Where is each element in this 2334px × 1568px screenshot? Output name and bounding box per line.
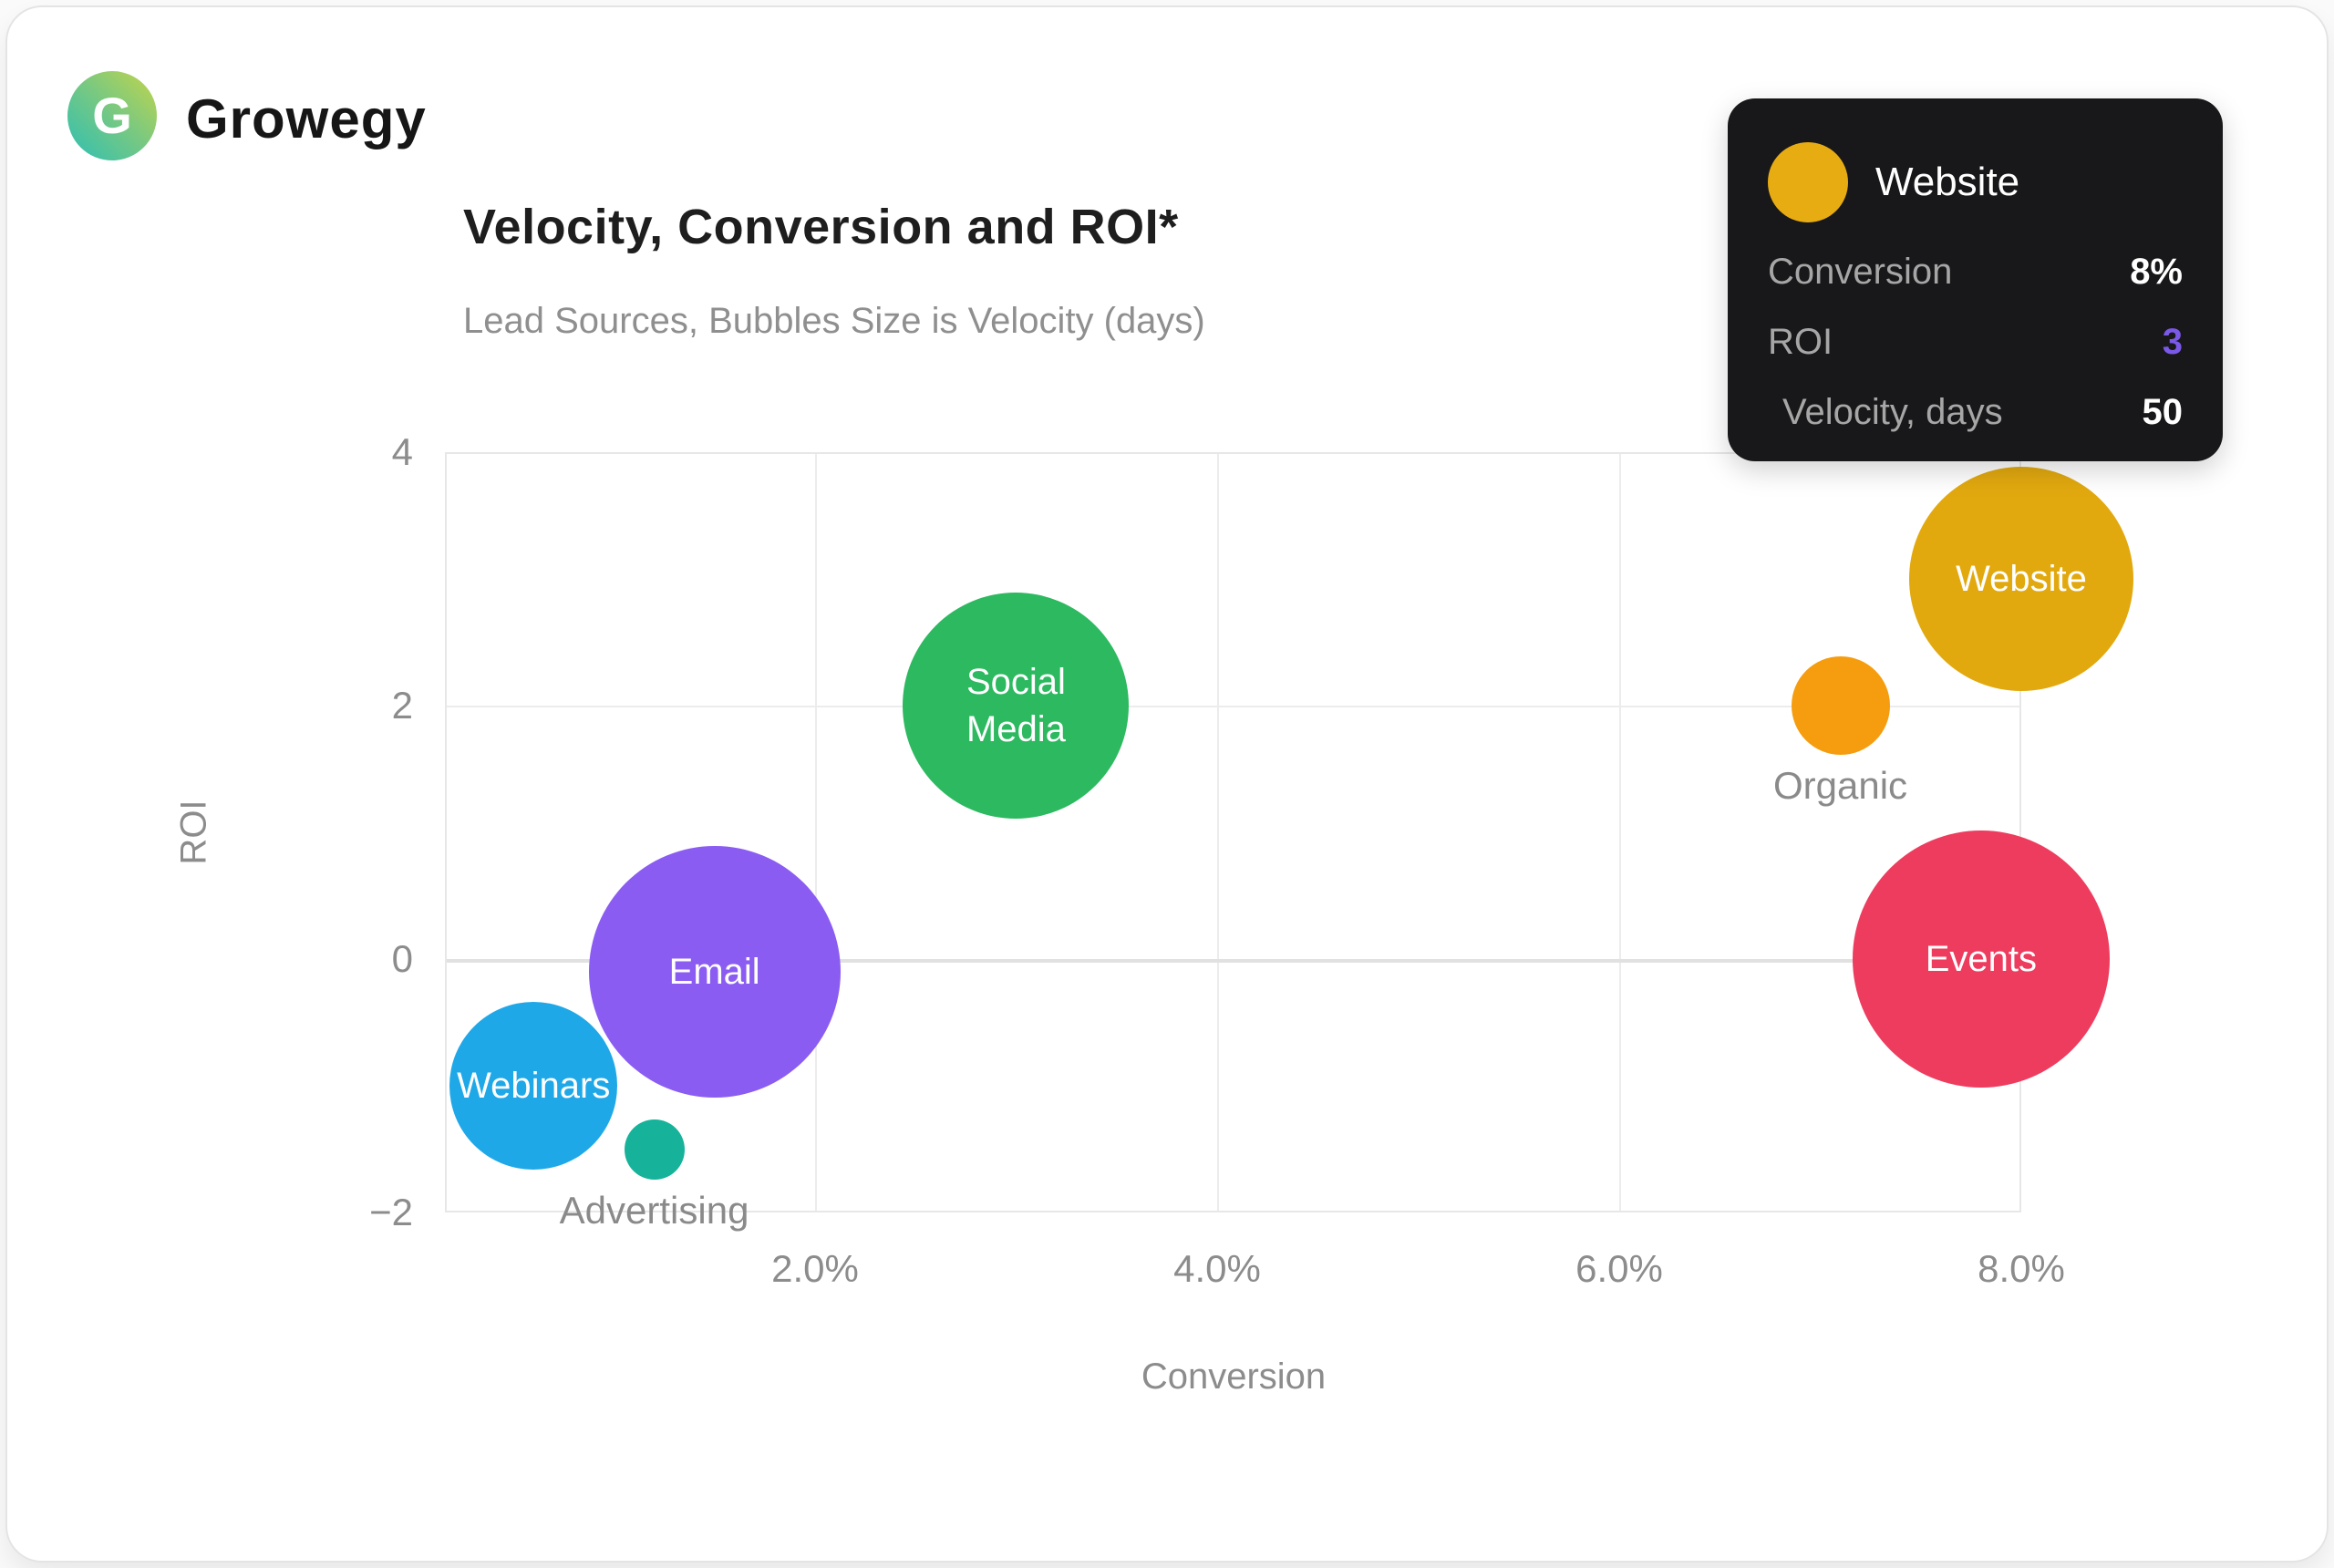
plot-area [445, 452, 2021, 1212]
chart-subtitle: Lead Sources, Bubbles Size is Velocity (… [463, 301, 1205, 341]
bubble-text-events: Events [1925, 939, 2038, 979]
bubble-email[interactable]: Email [588, 845, 841, 1098]
tooltip-velocity-label: Velocity, days [1782, 392, 2003, 432]
tooltip-roi-label: ROI [1768, 322, 1833, 362]
logo-letter: G [92, 87, 132, 144]
tooltip-series-marker-icon [1768, 142, 1848, 222]
gridline-roi-2 [447, 706, 2019, 707]
x-tick-4pct: 4.0% [1173, 1247, 1261, 1290]
bubble-label-advertising: Advertising [559, 1188, 749, 1232]
tooltip-series-name: Website [1875, 160, 2020, 204]
tooltip-velocity-value: 50 [2142, 392, 2184, 432]
x-tick-2pct: 2.0% [771, 1247, 859, 1290]
tooltip-row-roi: ROI 3 [1768, 322, 2183, 363]
gridline-roi-0 [447, 959, 2019, 963]
x-tick-6pct: 6.0% [1575, 1247, 1663, 1290]
bubble-events[interactable]: Events [1852, 830, 2110, 1088]
bubble-text-webinars: Webinars [457, 1066, 611, 1106]
chart-title: Velocity, Conversion and ROI* [463, 200, 1179, 254]
gridline-x-4pct [1217, 454, 1219, 1211]
bubble-text-social-media: Social Media [966, 662, 1066, 749]
y-tick-minus-2: −2 [369, 1191, 413, 1233]
bubble-text-email: Email [668, 951, 760, 992]
bubble-social-media[interactable]: Social Media [903, 593, 1130, 819]
bubble-organic[interactable] [1791, 656, 1890, 755]
bubble-webinars[interactable]: Webinars [449, 1002, 618, 1170]
tooltip-conversion-label: Conversion [1768, 252, 1953, 292]
gridline-x-6pct [1619, 454, 1621, 1211]
bubble-advertising[interactable] [624, 1119, 685, 1180]
x-tick-8pct: 8.0% [1978, 1247, 2065, 1290]
y-tick-0: 0 [391, 937, 413, 980]
bubble-website[interactable]: Website [1909, 467, 2133, 691]
chart-card: G Growegy Velocity, Conversion and ROI* … [5, 5, 2329, 1563]
bubble-text-website: Website [1956, 559, 2087, 599]
bubble-label-organic: Organic [1773, 764, 1908, 807]
tooltip-row-conversion: Conversion 8% [1768, 252, 2183, 293]
growegy-logo-icon: G [67, 71, 157, 160]
bubble-layer: Social Media Website Organic Events Webinars… [7, 7, 2327, 1561]
gridline-x-2pct [815, 454, 817, 1211]
y-tick-4: 4 [391, 430, 413, 473]
x-axis-title: Conversion [1141, 1357, 1327, 1397]
tooltip: Website Conversion 8% ROI 3 Velocity, da… [1728, 98, 2223, 461]
y-tick-2: 2 [391, 684, 413, 727]
tooltip-header: Website [1768, 142, 2183, 222]
tooltip-row-velocity: Velocity, days 50 [1768, 392, 2183, 433]
tooltip-conversion-value: 8% [2130, 252, 2183, 292]
tooltip-roi-value: 3 [2162, 322, 2183, 362]
brand-name: Growegy [186, 88, 427, 150]
